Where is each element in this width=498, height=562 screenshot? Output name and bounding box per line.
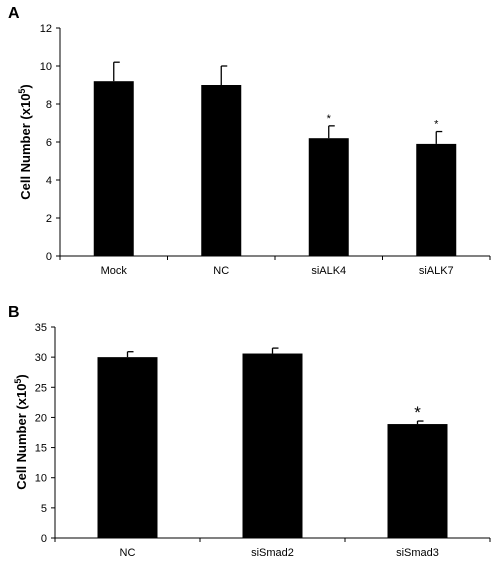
- y-axis-title: Cell Number (x105): [17, 84, 33, 200]
- y-axis-title-close: ): [14, 374, 29, 378]
- y-axis-title: Cell Number (x105): [13, 374, 29, 490]
- y-tick-label: 20: [35, 412, 47, 424]
- significance-marker: *: [414, 403, 421, 422]
- x-tick-label: Mock: [101, 265, 128, 277]
- y-axis-title-main: Cell Number (x10: [18, 94, 33, 200]
- y-axis-title-main: Cell Number (x10: [14, 384, 29, 490]
- panel-label: A: [8, 5, 20, 22]
- y-axis-title-close: ): [18, 84, 33, 88]
- y-tick-label: 25: [35, 382, 47, 394]
- y-axis-title-superscript: 5: [13, 379, 23, 384]
- chart-panel-a: A Cell Number (x105) 0 2 4 6 8 10 12 Mock NC * siALK…: [8, 5, 491, 277]
- x-tick-label: siSmad3: [396, 547, 439, 559]
- y-tick-label: 10: [40, 61, 52, 73]
- bar-sialk4: [308, 138, 349, 256]
- y-tick-label: 2: [46, 213, 52, 225]
- bar-sismad2: [242, 353, 303, 538]
- y-tick-label: 30: [35, 352, 47, 364]
- panel-label: B: [8, 304, 20, 321]
- x-tick-label: siALK4: [311, 265, 346, 277]
- x-tick-label: NC: [213, 265, 229, 277]
- y-tick-label: 6: [46, 137, 52, 149]
- x-tick-label: siALK7: [419, 265, 454, 277]
- x-tick-label: NC: [120, 547, 136, 559]
- y-tick-label: 10: [35, 473, 47, 485]
- significance-marker: *: [327, 113, 332, 125]
- significance-marker: *: [434, 119, 439, 131]
- x-tick-label: siSmad2: [251, 547, 294, 559]
- y-tick-label: 5: [41, 503, 47, 515]
- y-tick-label: 0: [46, 251, 52, 263]
- bar-nc: [201, 85, 242, 256]
- bar-sismad3: [387, 424, 448, 538]
- y-axis-title-superscript: 5: [17, 89, 27, 94]
- y-tick-label: 0: [41, 533, 47, 545]
- y-tick-label: 35: [35, 322, 47, 334]
- y-tick-label: 15: [35, 443, 47, 455]
- bar-mock: [93, 81, 134, 256]
- bar-nc: [97, 357, 158, 538]
- bar-sialk7: [416, 143, 457, 256]
- y-tick-label: 12: [40, 23, 52, 35]
- y-tick-label: 4: [46, 175, 52, 187]
- y-tick-label: 8: [46, 99, 52, 111]
